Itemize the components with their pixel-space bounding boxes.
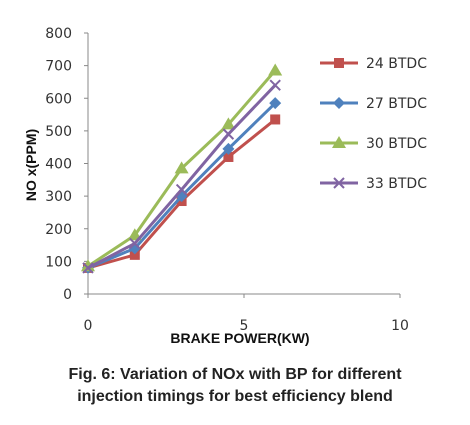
y-tick-label: 800 bbox=[45, 26, 72, 42]
y-tick-labels: 0 100 200 300 400 500 600 700 800 bbox=[45, 26, 72, 303]
legend-label: 27 BTDC bbox=[366, 96, 427, 112]
y-axis-label: NO x(PPM) bbox=[23, 129, 39, 201]
legend-marker bbox=[333, 97, 345, 109]
legend-item-30-btdc: 30 BTDC bbox=[320, 136, 427, 152]
y-tick-label: 700 bbox=[45, 59, 72, 75]
data-point-33-btdc bbox=[82, 262, 94, 274]
legend-item-33-btdc: 33 BTDC bbox=[320, 176, 427, 192]
series-line-33-btdc bbox=[87, 84, 277, 270]
data-point-30-btdc bbox=[174, 161, 189, 174]
data-point-30-btdc bbox=[221, 117, 236, 130]
data-point-30-btdc bbox=[268, 63, 283, 76]
data-point-33-btdc bbox=[269, 79, 281, 91]
x-marker-stroke bbox=[82, 262, 94, 274]
caption-line-1: Fig. 6: Variation of NOx with BP for dif… bbox=[68, 366, 402, 383]
x-tick-label: 0 bbox=[84, 318, 93, 334]
x-axis-label: BRAKE POWER(KW) bbox=[170, 330, 309, 346]
legend-label: 33 BTDC bbox=[366, 176, 427, 192]
x-tick-label: 5 bbox=[240, 318, 249, 334]
x-tick-labels: 0 5 10 bbox=[84, 318, 409, 334]
data-point-33-btdc bbox=[129, 237, 141, 250]
y-tick-label: 0 bbox=[63, 287, 72, 303]
x-marker-stroke bbox=[175, 183, 188, 196]
y-tick-label: 100 bbox=[45, 254, 72, 270]
data-point-24-btdc bbox=[223, 151, 234, 162]
x-marker-stroke bbox=[222, 128, 235, 140]
legend-marker bbox=[334, 58, 344, 68]
y-tick-label: 400 bbox=[45, 157, 72, 173]
y-tick-label: 200 bbox=[45, 222, 72, 238]
data-point-24-btdc bbox=[270, 114, 281, 125]
data-point-30-btdc bbox=[81, 259, 95, 272]
legend-item-24-btdc: 24 BTDC bbox=[320, 56, 427, 72]
data-point-27-btdc bbox=[269, 97, 282, 110]
legend-item-27-btdc: 27 BTDC bbox=[320, 96, 427, 112]
x-tick-label: 10 bbox=[391, 318, 409, 334]
caption-line-2: injection timings for best efficiency bl… bbox=[77, 388, 393, 405]
legend-label: 30 BTDC bbox=[366, 136, 427, 152]
data-point-24-btdc bbox=[129, 249, 140, 260]
chart-axes bbox=[84, 32, 401, 298]
x-marker-stroke bbox=[269, 79, 281, 91]
data-point-33-btdc bbox=[222, 128, 235, 140]
legend-marker bbox=[332, 136, 346, 148]
x-marker-stroke bbox=[333, 177, 345, 189]
legend-marker bbox=[333, 177, 345, 189]
plot-area bbox=[81, 63, 283, 274]
figure-caption: Fig. 6: Variation of NOx with BP for dif… bbox=[0, 364, 470, 408]
y-tick-label: 600 bbox=[45, 91, 72, 107]
legend-label: 24 BTDC bbox=[366, 56, 427, 72]
x-marker-stroke bbox=[129, 237, 141, 250]
legend: 24 BTDC 27 BTDC 30 BTDC 33 BTDC bbox=[320, 56, 427, 192]
nox-chart: 0 100 200 300 400 500 600 700 800 0 5 10 24 BTDC 27… bbox=[23, 26, 427, 346]
series-line-27-btdc bbox=[87, 102, 277, 270]
y-tick-label: 500 bbox=[45, 124, 72, 140]
y-tick-label: 300 bbox=[45, 189, 72, 205]
data-point-27-btdc bbox=[222, 142, 235, 155]
data-point-33-btdc bbox=[175, 183, 188, 196]
